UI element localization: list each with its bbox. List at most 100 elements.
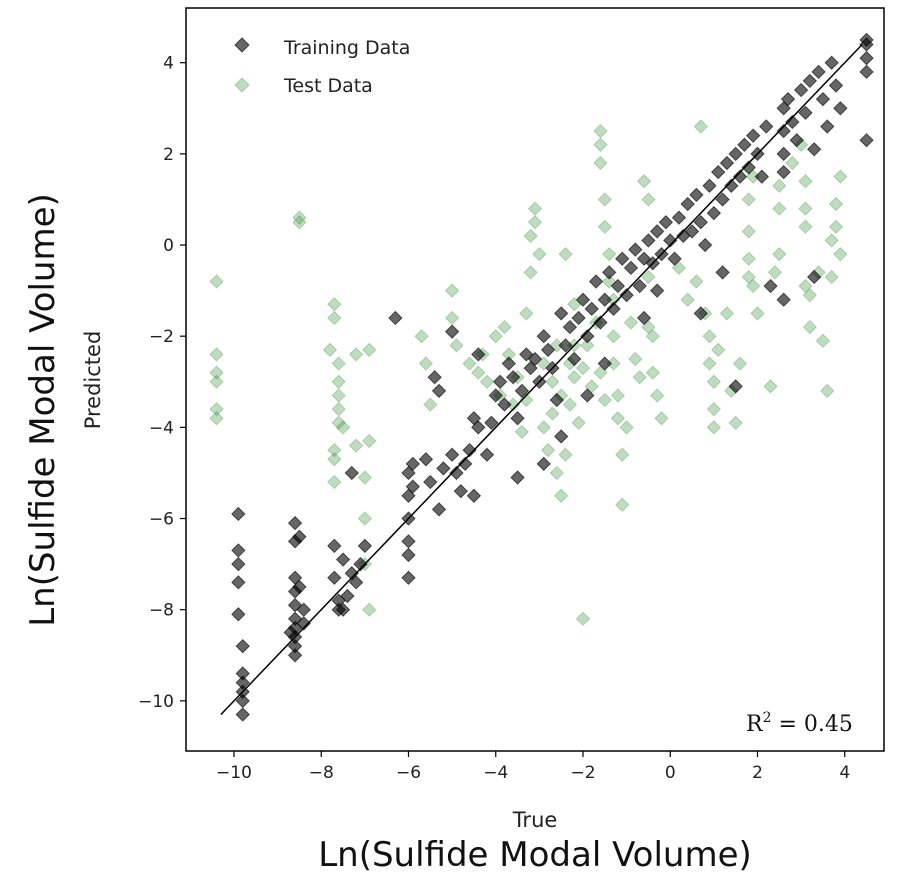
- test-point: [741, 269, 756, 285]
- test-point: [702, 356, 717, 371]
- training-point: [427, 370, 442, 385]
- test-point: [680, 292, 695, 307]
- test-point: [785, 155, 800, 171]
- test-point: [641, 269, 656, 285]
- training-point: [641, 233, 656, 248]
- test-point: [331, 401, 346, 417]
- training-point: [283, 625, 298, 640]
- training-point: [479, 447, 495, 462]
- test-point: [619, 420, 634, 435]
- training-point: [471, 420, 486, 435]
- test-point: [741, 251, 756, 266]
- training-point: [776, 164, 791, 180]
- training-point: [353, 556, 368, 572]
- test-point: [209, 411, 224, 426]
- training-point: [514, 383, 530, 399]
- test-point: [745, 278, 761, 294]
- x-tick-label: 2: [752, 763, 763, 783]
- r2-value: = 0.45: [772, 712, 853, 737]
- training-point: [235, 638, 250, 654]
- training-point: [287, 515, 303, 531]
- training-point: [763, 278, 778, 294]
- training-point: [780, 91, 796, 107]
- test-point: [833, 169, 848, 184]
- test-point: [536, 420, 551, 435]
- test-point: [331, 415, 346, 431]
- training-point: [601, 265, 617, 280]
- test-point: [362, 342, 377, 358]
- training-point: [593, 315, 608, 330]
- training-point: [806, 142, 822, 157]
- test-point: [545, 406, 560, 421]
- training-point: [231, 607, 246, 622]
- test-point: [706, 374, 722, 389]
- training-point: [745, 128, 761, 143]
- training-point: [357, 538, 373, 554]
- training-point: [296, 616, 311, 631]
- legend-test-marker: [234, 77, 250, 93]
- test-point: [580, 338, 595, 353]
- training-point: [719, 155, 735, 171]
- training-point: [466, 488, 482, 503]
- training-point: [471, 347, 486, 362]
- training-point: [235, 707, 250, 722]
- training-point: [623, 260, 639, 276]
- training-point: [292, 529, 307, 544]
- training-point: [776, 292, 791, 307]
- test-point: [719, 306, 735, 321]
- x-tick-label: 4: [839, 763, 850, 783]
- training-point: [820, 119, 835, 134]
- training-point: [423, 474, 438, 490]
- r-squared-annotation: R2 = 0.45: [746, 710, 853, 737]
- training-point: [405, 456, 421, 472]
- test-point: [798, 201, 813, 216]
- test-point: [828, 219, 844, 235]
- training-point: [684, 224, 700, 239]
- test-point: [514, 424, 530, 440]
- training-point: [776, 123, 791, 139]
- test-point: [414, 328, 429, 344]
- test-point: [798, 174, 813, 189]
- test-point: [597, 192, 613, 207]
- x-tick-label: −10: [216, 763, 252, 783]
- training-point: [449, 465, 464, 481]
- test-point: [327, 310, 342, 326]
- test-point: [763, 379, 778, 394]
- test-point: [593, 123, 608, 139]
- test-point: [798, 278, 813, 294]
- test-point: [772, 246, 787, 262]
- test-point: [523, 228, 538, 244]
- test-point: [348, 438, 364, 453]
- test-point: [606, 328, 621, 344]
- test-point: [645, 365, 660, 380]
- test-point: [357, 511, 373, 526]
- test-point: [772, 178, 787, 193]
- training-point: [597, 292, 613, 307]
- training-point: [571, 310, 586, 326]
- y-tick-label: 0: [163, 236, 174, 256]
- training-point: [488, 388, 503, 403]
- training-point: [619, 287, 634, 303]
- x-axis-label: True: [512, 808, 558, 832]
- training-point: [553, 306, 569, 321]
- training-point: [292, 579, 307, 595]
- training-point: [732, 169, 748, 184]
- test-point: [593, 137, 608, 152]
- y-tick-label: −6: [149, 510, 174, 530]
- training-point: [405, 479, 421, 494]
- test-point: [562, 397, 578, 412]
- test-point: [497, 319, 512, 335]
- test-point: [549, 465, 565, 481]
- training-point: [711, 164, 726, 180]
- training-point: [401, 570, 416, 585]
- training-point: [737, 137, 752, 152]
- y-tick-label: −4: [149, 418, 174, 438]
- training-point: [510, 470, 525, 485]
- r2-base: R: [746, 712, 764, 737]
- training-point: [484, 415, 499, 431]
- training-point: [728, 146, 743, 162]
- test-point: [615, 497, 630, 513]
- training-point: [632, 278, 647, 294]
- training-point: [444, 447, 460, 462]
- x-tick-label: −6: [396, 763, 421, 783]
